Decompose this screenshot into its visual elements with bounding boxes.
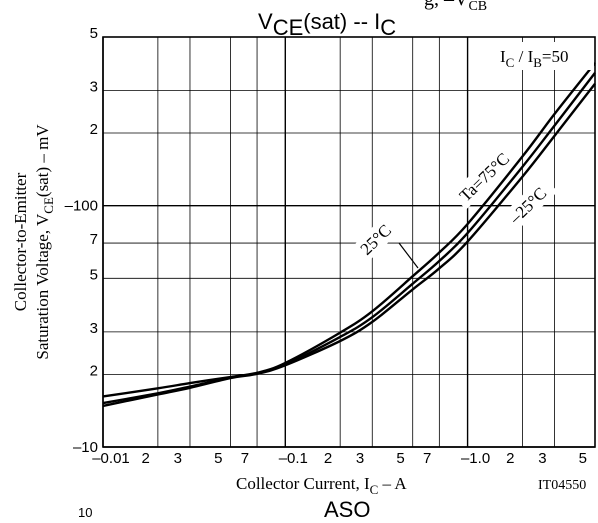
x-tick-label: 7 <box>241 450 249 467</box>
series-label-m25: –25°C <box>502 175 558 231</box>
series-curves <box>102 62 596 408</box>
condition-label: IC / IB=50 <box>500 47 569 70</box>
next-chart-title: ASO <box>324 497 370 522</box>
series-curve-0 <box>102 62 596 398</box>
series-label-75: Ta=75°C <box>450 142 520 210</box>
chart-title: VCE(sat) -- IC <box>258 9 396 40</box>
x-tick-label: –1.0 <box>461 450 490 467</box>
y-tick-label: 2 <box>90 362 98 379</box>
x-tick-label: 2 <box>506 450 514 467</box>
x-tick-label: 5 <box>579 450 587 467</box>
condition-label-bg <box>494 42 594 70</box>
y-tick-label: 2 <box>90 121 98 138</box>
x-tick-label: 2 <box>324 450 332 467</box>
next-chart-fragment: 10 <box>78 505 92 520</box>
y-tick-label: 5 <box>90 266 98 283</box>
prev-title-fragment: g, –VCB <box>424 0 487 14</box>
x-tick-label: 3 <box>174 450 182 467</box>
series-label-25-leader <box>398 242 419 269</box>
x-tick-label: 5 <box>396 450 404 467</box>
y-axis-title-line2: Saturation Voltage, VCE(sat) – mV <box>33 124 56 360</box>
y-tick-label: 3 <box>90 79 98 96</box>
y-tick-label: 7 <box>90 231 98 248</box>
x-axis-title: Collector Current, IC – A <box>236 474 407 497</box>
x-tick-label: 3 <box>356 450 364 467</box>
x-tick-label: 3 <box>538 450 546 467</box>
series-label-25: 25°C <box>352 211 404 263</box>
y-axis-title-line1: Collector-to-Emitter <box>11 172 30 311</box>
y-tick-label: –10 <box>73 439 98 456</box>
figure-id: IT04550 <box>538 478 586 493</box>
plot-frame <box>102 36 596 448</box>
y-tick-label: –100 <box>65 198 98 215</box>
x-tick-label: 5 <box>214 450 222 467</box>
y-tick-labels: –10 2 3 5 7 –100 2 3 5 <box>65 25 98 456</box>
x-tick-label: –0.01 <box>92 450 130 467</box>
series-curve-1 <box>102 72 596 405</box>
y-tick-label: 5 <box>90 25 98 42</box>
y-tick-label: 3 <box>90 320 98 337</box>
x-tick-label: –0.1 <box>279 450 308 467</box>
series-curve-2 <box>102 83 596 408</box>
x-tick-labels: –0.01 2 3 5 7 –0.1 2 3 5 7 –1.0 2 3 5 <box>92 450 587 467</box>
x-tick-label: 7 <box>423 450 431 467</box>
x-tick-label: 2 <box>142 450 150 467</box>
